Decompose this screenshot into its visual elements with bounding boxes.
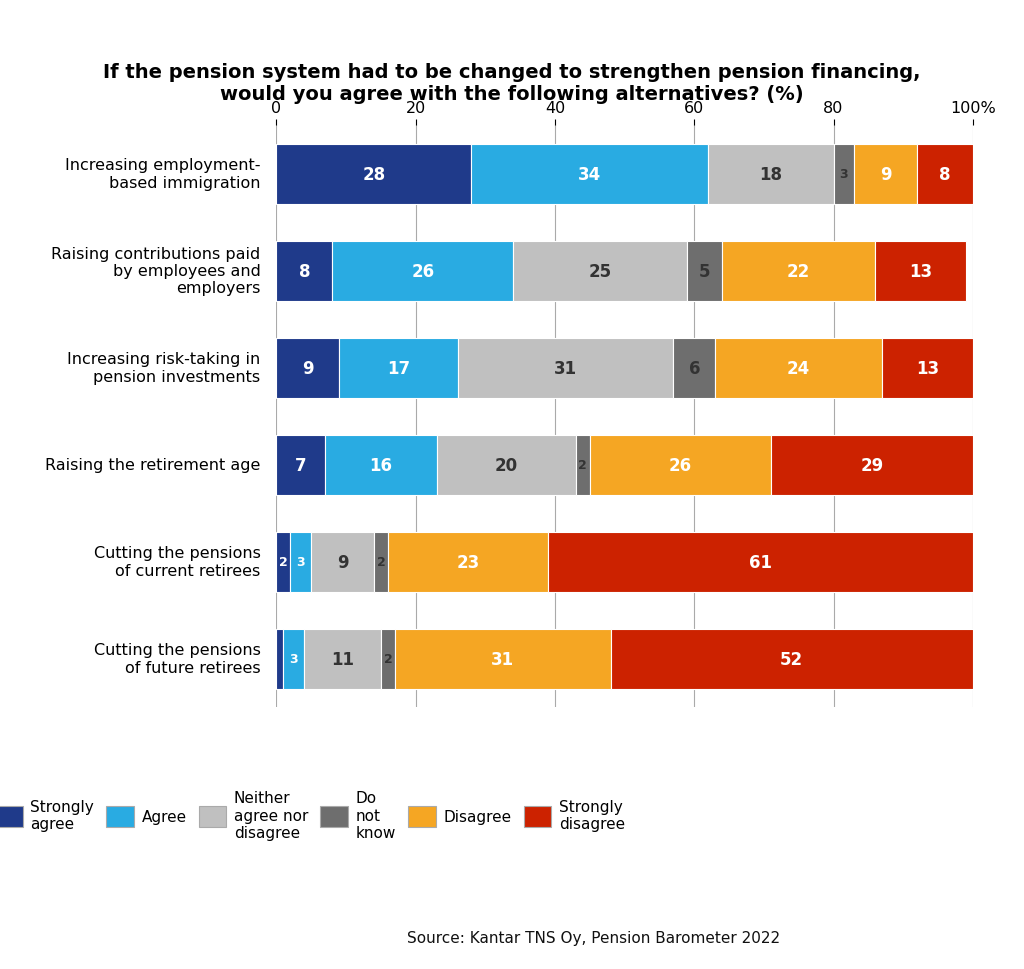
- Bar: [709, 144, 834, 204]
- Text: 3: 3: [297, 555, 305, 569]
- Bar: [436, 435, 575, 495]
- Text: 3: 3: [290, 652, 298, 666]
- Text: 9: 9: [337, 553, 348, 571]
- Text: 28: 28: [362, 166, 385, 183]
- Text: 2: 2: [579, 458, 587, 472]
- Bar: [458, 338, 674, 398]
- Text: 18: 18: [760, 166, 782, 183]
- Bar: [276, 338, 339, 398]
- Text: 11: 11: [331, 650, 354, 668]
- Bar: [610, 629, 973, 689]
- Bar: [590, 435, 771, 495]
- Bar: [854, 144, 918, 204]
- Bar: [548, 532, 973, 592]
- Text: 31: 31: [554, 359, 577, 377]
- Text: 34: 34: [579, 166, 601, 183]
- Text: 22: 22: [787, 263, 810, 280]
- Bar: [311, 532, 374, 592]
- Text: 6: 6: [688, 359, 700, 377]
- Bar: [326, 435, 436, 495]
- Text: 7: 7: [295, 456, 306, 474]
- Text: 9: 9: [880, 166, 892, 183]
- Text: 9: 9: [302, 359, 313, 377]
- Text: 23: 23: [457, 553, 479, 571]
- Bar: [332, 241, 513, 301]
- Text: Source: Kantar TNS Oy, Pension Barometer 2022: Source: Kantar TNS Oy, Pension Barometer…: [408, 930, 780, 945]
- Bar: [388, 532, 548, 592]
- Text: 8: 8: [939, 166, 950, 183]
- Text: 5: 5: [699, 263, 711, 280]
- Bar: [876, 241, 966, 301]
- Bar: [513, 241, 687, 301]
- Text: 24: 24: [787, 359, 810, 377]
- Bar: [276, 532, 291, 592]
- Text: 52: 52: [780, 650, 803, 668]
- Bar: [381, 629, 395, 689]
- Bar: [771, 435, 973, 495]
- Bar: [722, 241, 876, 301]
- Bar: [883, 338, 973, 398]
- Bar: [575, 435, 590, 495]
- Text: 2: 2: [384, 652, 392, 666]
- Bar: [339, 338, 458, 398]
- Bar: [304, 629, 381, 689]
- Text: 26: 26: [412, 263, 434, 280]
- Text: 13: 13: [916, 359, 939, 377]
- Text: 31: 31: [492, 650, 514, 668]
- Text: 61: 61: [749, 553, 772, 571]
- Text: 20: 20: [495, 456, 518, 474]
- Bar: [276, 144, 471, 204]
- Bar: [276, 241, 332, 301]
- Bar: [284, 629, 304, 689]
- Bar: [276, 435, 326, 495]
- Text: 16: 16: [370, 456, 392, 474]
- Text: 25: 25: [589, 263, 611, 280]
- Bar: [834, 144, 854, 204]
- Text: If the pension system had to be changed to strengthen pension financing,
would y: If the pension system had to be changed …: [103, 63, 921, 104]
- Text: 29: 29: [860, 456, 884, 474]
- Text: 8: 8: [299, 263, 310, 280]
- Legend: Strongly
agree, Agree, Neither
agree nor
disagree, Do
not
know, Disagree, Strong: Strongly agree, Agree, Neither agree nor…: [0, 791, 625, 840]
- Text: 26: 26: [669, 456, 692, 474]
- Bar: [291, 532, 311, 592]
- Text: 17: 17: [387, 359, 410, 377]
- Text: 13: 13: [909, 263, 932, 280]
- Bar: [715, 338, 883, 398]
- Bar: [471, 144, 709, 204]
- Text: 2: 2: [377, 555, 385, 569]
- Bar: [918, 144, 973, 204]
- Bar: [395, 629, 610, 689]
- Bar: [276, 629, 284, 689]
- Text: 3: 3: [840, 168, 848, 181]
- Bar: [374, 532, 388, 592]
- Bar: [687, 241, 722, 301]
- Bar: [674, 338, 715, 398]
- Text: 2: 2: [280, 555, 288, 569]
